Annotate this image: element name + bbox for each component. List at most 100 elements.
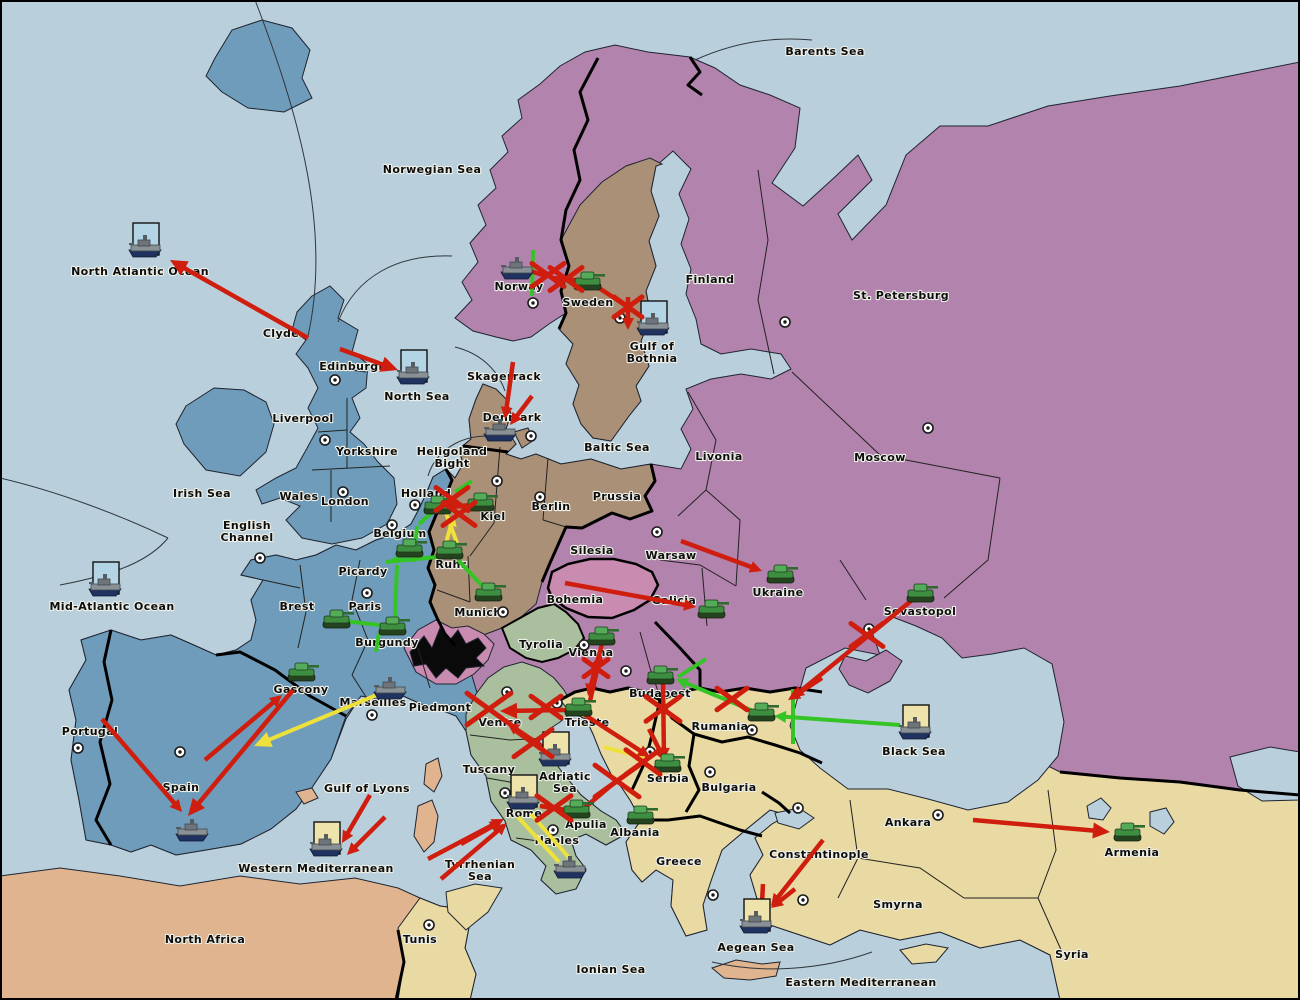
failed-order-x [581, 656, 611, 680]
territory-iceland[interactable] [205, 19, 313, 113]
supply-center-dot [178, 750, 182, 754]
ship-superstructure [509, 261, 523, 269]
army-unit-gascony[interactable] [287, 662, 319, 682]
territory-label: Silesia [570, 544, 613, 557]
territory-label: Liverpool [272, 412, 333, 425]
order-arrow-green [393, 564, 399, 618]
fleet-unit-western-mediterranean[interactable] [309, 821, 343, 857]
territory-crimea[interactable] [838, 649, 903, 694]
supply-center-icon [547, 824, 559, 836]
fleet-unit-north-sea[interactable] [396, 349, 430, 385]
territory-label: Burgundy [355, 636, 418, 649]
ship-bow-gun [374, 685, 379, 687]
fleet-unit-naples[interactable] [553, 856, 587, 879]
territory-swissmt[interactable] [409, 627, 487, 679]
province-border [436, 589, 471, 603]
territory-label: Spain [163, 781, 200, 794]
army-unit-ukraine[interactable] [766, 564, 798, 584]
ship-superstructure [405, 366, 419, 374]
order-arrow-red [680, 538, 757, 571]
army-unit-trieste[interactable] [564, 697, 596, 717]
army-unit-apulia[interactable] [562, 799, 594, 819]
national-border [462, 444, 509, 454]
army-unit-vienna[interactable] [587, 626, 619, 646]
supply-center-icon [386, 519, 398, 531]
territory-label: Ukraine [753, 586, 804, 599]
fleet-unit-adriatic-sea[interactable] [538, 731, 572, 767]
tank-barrel [307, 665, 319, 668]
province-border [1037, 789, 1057, 899]
tank-barrel [646, 808, 658, 811]
tank-barrel [342, 612, 354, 615]
ship-superstructure [318, 838, 332, 846]
national-border [94, 629, 114, 846]
fleet-unit-denmark[interactable] [483, 419, 517, 442]
army-unit-rumania[interactable] [747, 702, 779, 722]
territory-balearic[interactable] [295, 787, 319, 805]
army-unit-serbia[interactable] [653, 753, 685, 773]
supply-center-icon [366, 709, 378, 721]
tank-barrel [486, 495, 498, 498]
order-arrowhead-red [636, 745, 650, 757]
fleet-unit-black-sea[interactable] [898, 704, 932, 740]
army-unit-albania[interactable] [626, 805, 658, 825]
national-border [215, 650, 347, 718]
army-unit-burgundy[interactable] [378, 616, 410, 636]
territory-sicily[interactable] [445, 883, 503, 931]
territory-lake1[interactable] [1086, 797, 1112, 821]
fleet-unit-aegean-sea[interactable] [739, 898, 773, 934]
order-arrowhead-red [169, 798, 182, 812]
territory-corsica[interactable] [423, 757, 443, 793]
army-unit-armenia[interactable] [1113, 822, 1145, 842]
tank-turret [1120, 822, 1135, 831]
territory-label: Paris [349, 600, 382, 613]
fleet-unit-mid-atlantic-ocean[interactable] [88, 561, 122, 597]
territory-label: North Africa [165, 933, 245, 946]
supply-center-dot [926, 426, 930, 430]
national-border [500, 602, 586, 664]
territory-sweden[interactable] [558, 157, 664, 442]
sea-boundary [711, 951, 873, 970]
x-stroke [529, 260, 567, 290]
army-unit-belgium[interactable] [395, 538, 427, 558]
territory-ireland[interactable] [175, 387, 275, 477]
fleet-unit-marseilles[interactable] [373, 677, 407, 700]
fleet-unit-north-atlantic-ocean[interactable] [128, 222, 162, 258]
order-arrow-red [192, 688, 295, 810]
army-unit-ruhr[interactable] [435, 540, 467, 560]
supply-center-dot [796, 806, 800, 810]
fleet-unit-rome[interactable] [506, 774, 540, 810]
territory-label: Baltic Sea [584, 441, 650, 454]
ship-mast [388, 677, 392, 682]
army-unit-sevastopol[interactable] [906, 583, 938, 603]
army-unit-paris[interactable] [322, 609, 354, 629]
supply-center-dot [390, 523, 394, 527]
order-arrowhead-red [342, 829, 354, 843]
province-border [351, 674, 369, 701]
territory-lake2[interactable] [1149, 807, 1175, 835]
fleet-unit-norway[interactable] [500, 257, 534, 280]
tank-turret [481, 582, 496, 591]
tank-turret [442, 540, 457, 549]
supply-center-icon [423, 919, 435, 931]
territory-gb[interactable] [255, 285, 398, 545]
territory-cyprus[interactable] [899, 943, 949, 965]
supply-center-icon [922, 422, 934, 434]
tank-barrel [717, 602, 729, 605]
fleet-unit-spain-south-coast[interactable] [175, 819, 209, 842]
x-stroke [848, 620, 886, 650]
national-border [394, 929, 406, 1000]
territory-caspian[interactable] [1229, 746, 1300, 802]
supply-center-dot [341, 490, 345, 494]
army-unit-galicia[interactable] [697, 599, 729, 619]
order-arrow-red [660, 677, 667, 753]
territory-sardinia[interactable] [413, 799, 439, 853]
territory-label: Apulia [565, 818, 607, 831]
fleet-unit-gulf-of-bothnia[interactable] [636, 300, 670, 336]
army-unit-munich[interactable] [474, 582, 506, 602]
x-stroke [534, 793, 574, 823]
army-unit-budapest[interactable] [646, 665, 678, 685]
territory-label: Heligoland [417, 445, 488, 458]
